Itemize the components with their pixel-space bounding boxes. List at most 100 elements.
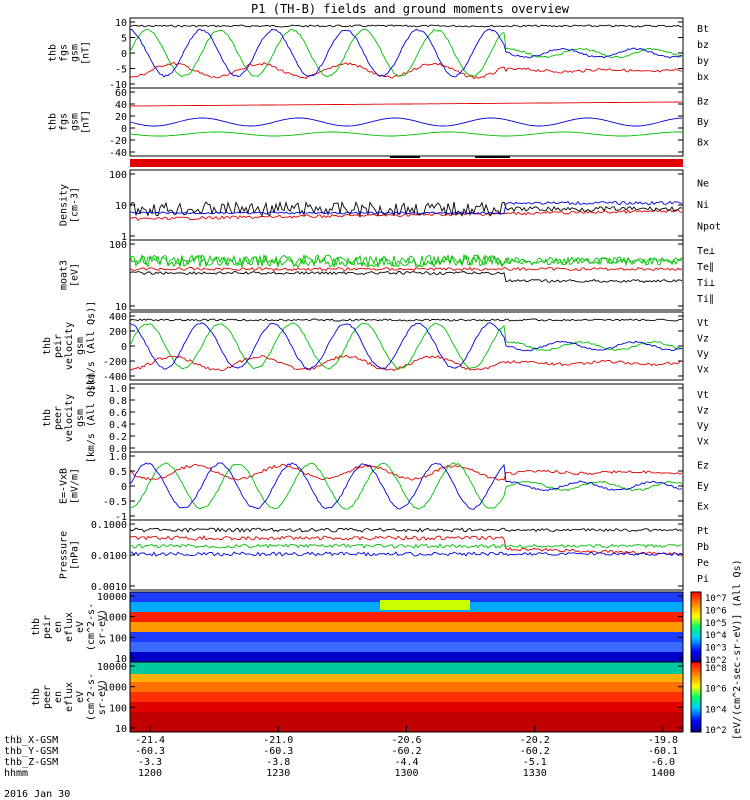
legend-entry: Ey — [697, 481, 709, 492]
ytick-label: 100 — [109, 633, 127, 644]
panel-fgs-gsm-yticks: 10 5 0 -5 -10 — [109, 18, 683, 91]
trace-Vy — [129, 322, 683, 370]
ytick-label: -200 — [103, 357, 127, 368]
trace-Ez — [129, 463, 683, 481]
time-axis — [149, 726, 664, 732]
ylabel-line: velocity — [64, 322, 75, 370]
ytick-label: 10 — [115, 724, 127, 735]
panel-ion-velocity: thb peir velocity gsm [km/s (All Qs)] 400 200… — [42, 301, 709, 391]
ytick-label: 0.1000 — [91, 520, 127, 531]
panel-fgs-gsm-legend: Bt bz by bx — [697, 24, 709, 83]
ephemeris-value: -6.0 — [651, 757, 675, 768]
spectrogram-band — [130, 592, 683, 603]
panel-electron-spectrogram-yticks: 10000 1000 100 10 — [97, 662, 683, 735]
ylabel-line: thb — [48, 44, 59, 62]
legend-entry: Vx — [697, 436, 709, 447]
trace-Bx — [129, 117, 683, 127]
colorbar-tick-label: 10^6 — [705, 685, 727, 695]
legend-entry: Te∥ — [697, 262, 714, 273]
panel-electron-velocity-ylabel: thb peer velocity gsm [km/s (All Qs)] — [42, 373, 97, 463]
ylabel-line: peer — [42, 685, 53, 709]
ytick-label: 1.0 — [109, 384, 127, 395]
legend-entry: bx — [697, 72, 709, 83]
panel-fgs-gsm: thb fgs gsm [nT] 10 5 0 -5 -10 Bt bz by bx — [48, 17, 709, 91]
chart-title: P1 (TH-B) fields and ground moments over… — [251, 2, 570, 16]
ylabel-line: Pressure — [59, 531, 70, 579]
ytick-label: 400 — [109, 312, 127, 323]
colorbar-tick-label: 10^4 — [705, 705, 727, 715]
panel-efield: E=-VxB [mV/m] 1.0 0.5 0 -0.5 -1 Ez Ey Ex — [59, 451, 709, 523]
colorbar-tick-label: 10^2 — [705, 726, 727, 736]
legend-entry: Ti⊥ — [697, 278, 715, 289]
ytick-label: 40 — [115, 100, 127, 111]
ion-spectrogram-image — [130, 592, 683, 663]
panel-electron-velocity-legend: Vt Vz Vy Vx — [697, 390, 709, 448]
ephemeris-row-label: thb_Z-GSM — [4, 757, 58, 768]
trace-Vx — [129, 322, 683, 370]
legend-entry: Bz — [697, 96, 709, 107]
legend-entry: Vt — [697, 318, 709, 329]
panel-efield-yticks: 1.0 0.5 0 -0.5 -1 — [103, 452, 683, 523]
ytick-label: 60 — [115, 88, 127, 99]
colorbar-label: [eV/(cm^2-sec-sr-eV)] (All Qs) — [732, 559, 743, 740]
electron-spectrogram-image — [130, 662, 683, 733]
colorbar-electron: 10^8 10^6 10^4 10^2 — [690, 661, 727, 736]
legend-entry: Vt — [697, 390, 709, 401]
ylabel-line: thb — [42, 409, 53, 427]
ylabel-line: (cm^2-s- — [86, 673, 97, 721]
ytick-label: 0 — [121, 482, 127, 493]
ytick-label: 1 — [121, 232, 127, 243]
ephemeris-value: -20.6 — [391, 735, 421, 746]
ylabel-line: [eV] — [70, 263, 81, 287]
legend-entry: Pi — [697, 574, 709, 585]
legend-entry: Vx — [697, 364, 709, 375]
ephemeris-value: -21.0 — [263, 735, 293, 746]
ephemeris-value: 1300 — [394, 768, 418, 779]
panel-temperature-ylabel: moat3 [eV] — [59, 260, 81, 290]
colorbar-ion-ticks: 10^7 10^6 10^5 10^4 10^3 10^2 — [705, 594, 727, 666]
ylabel-line: peer — [53, 406, 64, 430]
ylabel-line: velocity — [64, 394, 75, 442]
ytick-label: 0 — [121, 342, 127, 353]
trace-Ex — [129, 462, 683, 510]
panel-electron-velocity: thb peer velocity gsm [km/s (All Qs)] 1.00.8… — [42, 373, 709, 463]
ylabel-line: [mV/m] — [70, 468, 81, 504]
ylabel-line: thb — [42, 337, 53, 355]
spectrogram-band — [130, 662, 683, 674]
panel-efield-ylabel: E=-VxB [mV/m] — [59, 468, 81, 504]
legend-entry: Pe — [697, 558, 709, 569]
colorbar-ion: 10^7 10^6 10^5 10^4 10^3 10^2 — [690, 591, 727, 666]
legend-entry: Vy — [697, 349, 709, 360]
ylabel-line: eV — [75, 691, 86, 703]
trace-Bt — [129, 24, 683, 28]
ytick-label: 5 — [121, 34, 127, 45]
ephemeris-value: -60.3 — [263, 746, 293, 757]
ytick-label: 0.2 — [109, 432, 127, 443]
panel-electron-spectrogram: thb peer en eflux eV (cm^2-s-sr-eV) 100001000… — [31, 661, 684, 735]
colorbar-tick-label: 10^3 — [705, 644, 727, 654]
panel-temperature: moat3 [eV] 100 10 Te⊥ Te∥ Ti⊥ Ti∥ — [59, 239, 715, 313]
ylabel-line: en — [53, 691, 64, 703]
ephemeris-value: -5.1 — [523, 757, 547, 768]
panel-ion-velocity-traces — [129, 318, 683, 372]
trace-by — [129, 28, 683, 78]
ylabel-line: fgs — [59, 113, 70, 131]
mode-bar-marker — [390, 156, 420, 158]
legend-entry: Ex — [697, 502, 709, 513]
mode-bar — [130, 159, 683, 167]
legend-entry: Pt — [697, 526, 709, 537]
colorbar-tick-label: 10^6 — [705, 606, 727, 616]
trace-Vt — [129, 318, 683, 322]
spectrogram-band — [130, 652, 683, 663]
ytick-label: -400 — [103, 372, 127, 383]
legend-entry: Ne — [697, 179, 709, 190]
legend-entry: bz — [697, 40, 709, 51]
ytick-label: 10 — [115, 18, 127, 29]
panel-ion-spectrogram: thb peir en eflux eV (cm^2-s-sr-eV) 100001000… — [31, 591, 684, 665]
ephemeris-value: -21.4 — [135, 735, 165, 746]
colorbar-tick-label: 10^5 — [705, 619, 727, 629]
ytick-label: 10000 — [97, 662, 127, 673]
colorbar-electron-ticks: 10^8 10^6 10^4 10^2 — [705, 664, 727, 736]
trace-Pt — [129, 527, 683, 533]
ylabel-line: gsm — [70, 113, 81, 131]
